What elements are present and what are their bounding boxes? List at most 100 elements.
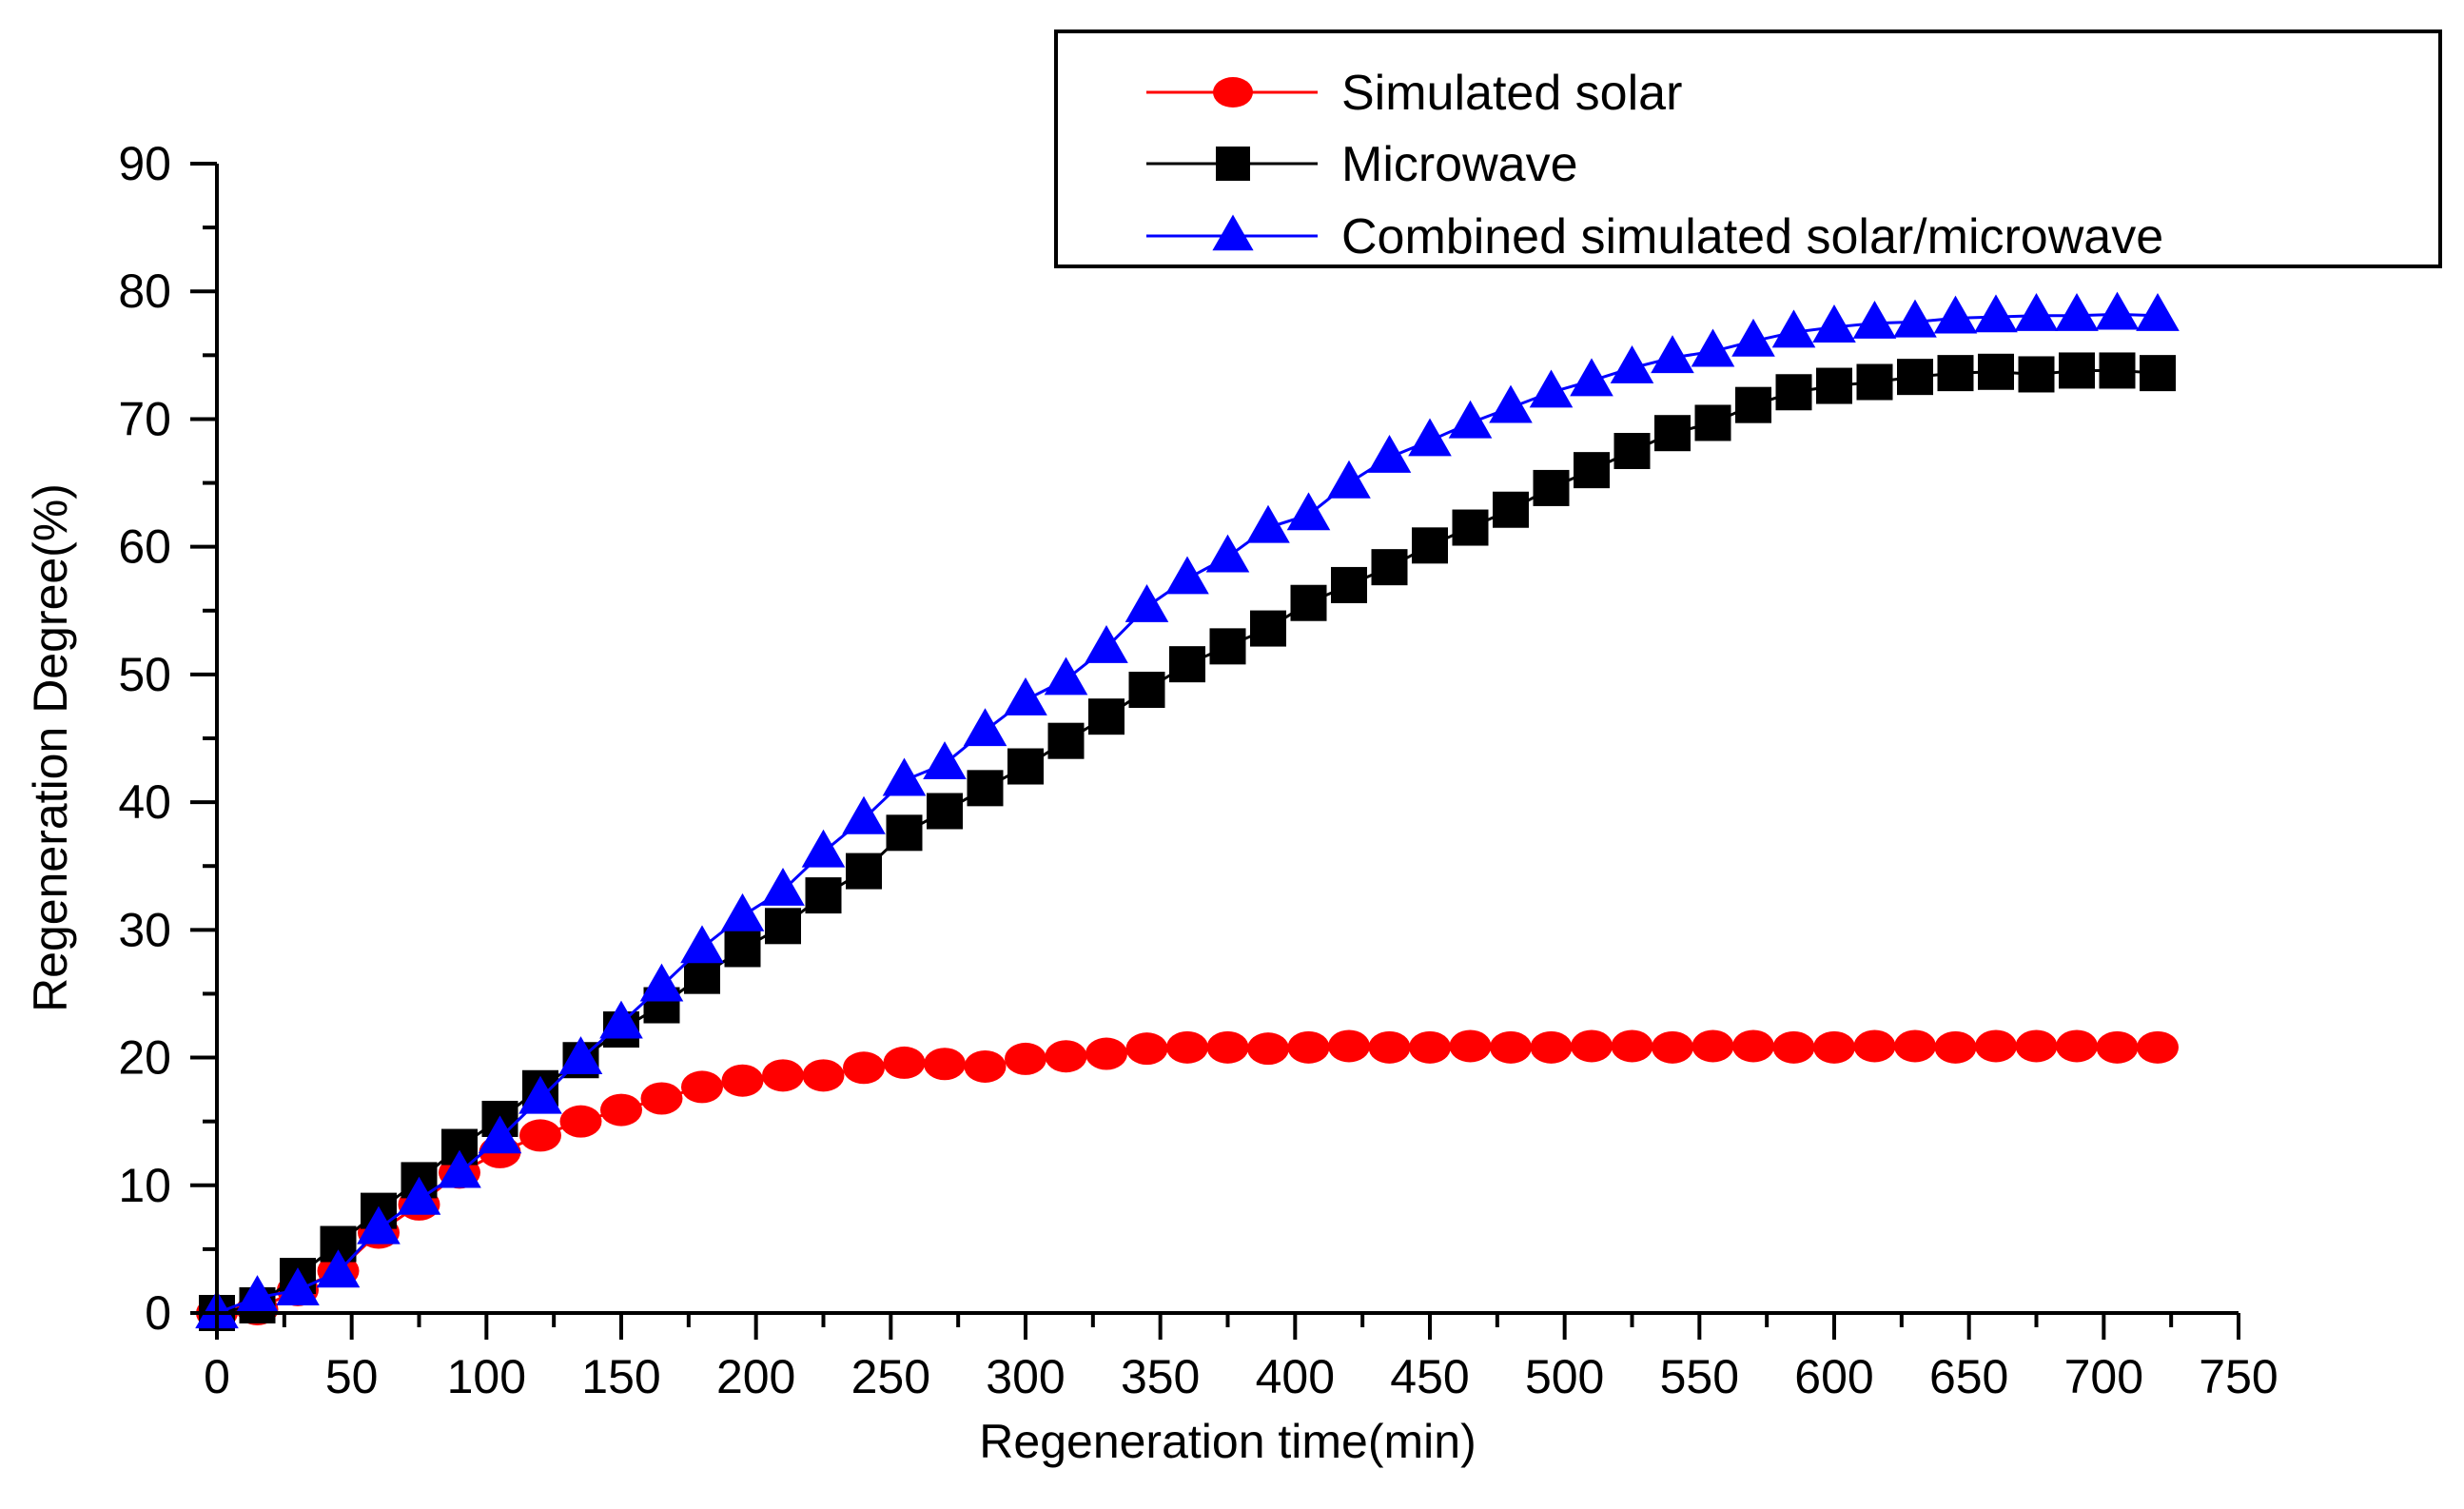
data-point-square bbox=[1735, 386, 1771, 423]
data-point-triangle bbox=[397, 1176, 441, 1215]
data-point-square bbox=[1654, 415, 1691, 452]
data-point-circle bbox=[1409, 1030, 1451, 1064]
data-point-square bbox=[967, 770, 1004, 807]
x-tick-label: 750 bbox=[2199, 1350, 2278, 1403]
data-point-circle bbox=[1206, 1030, 1249, 1064]
data-point-square bbox=[684, 957, 720, 994]
x-tick-label: 450 bbox=[1390, 1350, 1469, 1403]
data-point-square bbox=[1452, 509, 1489, 546]
data-point-triangle bbox=[1933, 295, 1978, 334]
data-point-circle bbox=[2137, 1030, 2179, 1064]
y-tick-label: 10 bbox=[118, 1159, 171, 1212]
data-point-triangle bbox=[1651, 335, 1694, 374]
data-point-circle bbox=[1652, 1030, 1693, 1064]
data-point-square bbox=[927, 793, 963, 830]
data-point-square bbox=[1897, 359, 1933, 396]
x-tick-label: 0 bbox=[204, 1350, 230, 1403]
data-point-square bbox=[2059, 352, 2095, 389]
x-tick-label: 400 bbox=[1256, 1350, 1335, 1403]
data-point-triangle bbox=[1205, 534, 1250, 573]
data-point-circle bbox=[1247, 1032, 1289, 1066]
data-point-triangle bbox=[599, 1000, 643, 1039]
legend-label: Simulated solar bbox=[1341, 66, 1682, 121]
data-point-square bbox=[1209, 628, 1246, 665]
data-point-triangle bbox=[1570, 358, 1613, 397]
data-point-triangle bbox=[1731, 318, 1775, 357]
data-point-square bbox=[1493, 491, 1529, 528]
y-tick-label: 30 bbox=[118, 903, 171, 956]
data-point-triangle bbox=[1246, 504, 1290, 543]
y-tick-label: 40 bbox=[118, 775, 171, 829]
data-point-square bbox=[1856, 363, 1893, 401]
data-point-circle bbox=[600, 1093, 642, 1127]
data-point-square bbox=[1937, 355, 1974, 392]
x-tick-label: 100 bbox=[447, 1350, 526, 1403]
data-point-triangle bbox=[1448, 400, 1493, 439]
data-point-triangle bbox=[2136, 292, 2180, 331]
data-point-square bbox=[1694, 404, 1731, 441]
data-point-circle bbox=[721, 1064, 764, 1097]
data-point-circle bbox=[1732, 1029, 1774, 1063]
data-point-circle bbox=[1005, 1042, 1046, 1075]
x-tick-label: 250 bbox=[851, 1350, 930, 1403]
data-point-triangle bbox=[1124, 584, 1169, 622]
data-point-circle bbox=[559, 1105, 602, 1138]
data-point-circle bbox=[1287, 1030, 1330, 1064]
x-tick-label: 150 bbox=[581, 1350, 660, 1403]
data-point-circle bbox=[1611, 1029, 1653, 1063]
data-point-triangle bbox=[357, 1205, 401, 1244]
data-point-circle bbox=[762, 1059, 804, 1092]
data-point-square bbox=[1613, 433, 1651, 469]
data-point-triangle bbox=[923, 741, 967, 779]
data-point-triangle bbox=[720, 892, 765, 931]
legend-marker-circle bbox=[1213, 77, 1253, 108]
data-point-triangle bbox=[801, 829, 846, 868]
x-tick-label: 700 bbox=[2064, 1350, 2143, 1403]
data-point-circle bbox=[883, 1046, 926, 1079]
data-point-triangle bbox=[1529, 369, 1574, 408]
data-point-circle bbox=[1125, 1032, 1168, 1066]
data-point-triangle bbox=[1044, 657, 1088, 696]
data-point-circle bbox=[1772, 1030, 1815, 1064]
y-tick-label: 90 bbox=[118, 137, 171, 190]
x-tick-label: 600 bbox=[1794, 1350, 1873, 1403]
data-point-circle bbox=[1368, 1030, 1411, 1064]
data-point-circle bbox=[519, 1119, 561, 1152]
data-point-square bbox=[1978, 353, 2014, 390]
data-point-circle bbox=[1328, 1029, 1370, 1063]
series-triangle bbox=[195, 291, 2180, 1329]
data-point-triangle bbox=[1286, 492, 1331, 531]
legend-box bbox=[1054, 29, 2442, 268]
data-point-triangle bbox=[1852, 301, 1897, 339]
data-point-square bbox=[2140, 355, 2176, 392]
data-point-triangle bbox=[680, 925, 724, 964]
data-point-circle bbox=[1166, 1030, 1208, 1064]
data-point-circle bbox=[1490, 1030, 1532, 1064]
data-point-circle bbox=[1692, 1029, 1734, 1063]
x-tick-label: 50 bbox=[325, 1350, 379, 1403]
y-tick-label: 50 bbox=[118, 648, 171, 701]
data-point-square bbox=[1169, 646, 1205, 683]
data-point-square bbox=[1047, 722, 1085, 759]
y-tick-label: 80 bbox=[118, 265, 171, 318]
data-point-circle bbox=[843, 1051, 885, 1085]
data-point-square bbox=[1371, 549, 1408, 586]
x-axis-title: Regeneration time(min) bbox=[979, 1415, 1476, 1468]
series-line bbox=[216, 1044, 2158, 1315]
data-point-circle bbox=[681, 1070, 723, 1104]
y-axis-title: Regeneration Degree(%) bbox=[24, 483, 77, 1012]
data-point-square bbox=[1533, 469, 1570, 506]
series-group bbox=[195, 291, 2180, 1331]
data-point-square bbox=[2018, 356, 2055, 393]
x-tick-label: 300 bbox=[986, 1350, 1065, 1403]
data-point-triangle bbox=[963, 708, 1007, 747]
series-line bbox=[216, 368, 2159, 1315]
data-point-triangle bbox=[2055, 292, 2099, 331]
data-point-triangle bbox=[1771, 309, 1816, 348]
data-point-square bbox=[1250, 610, 1286, 647]
data-point-square bbox=[1088, 698, 1124, 735]
data-point-square bbox=[1007, 748, 1044, 785]
data-point-triangle bbox=[1367, 434, 1412, 473]
data-point-triangle bbox=[235, 1275, 280, 1314]
data-point-circle bbox=[1934, 1030, 1977, 1064]
